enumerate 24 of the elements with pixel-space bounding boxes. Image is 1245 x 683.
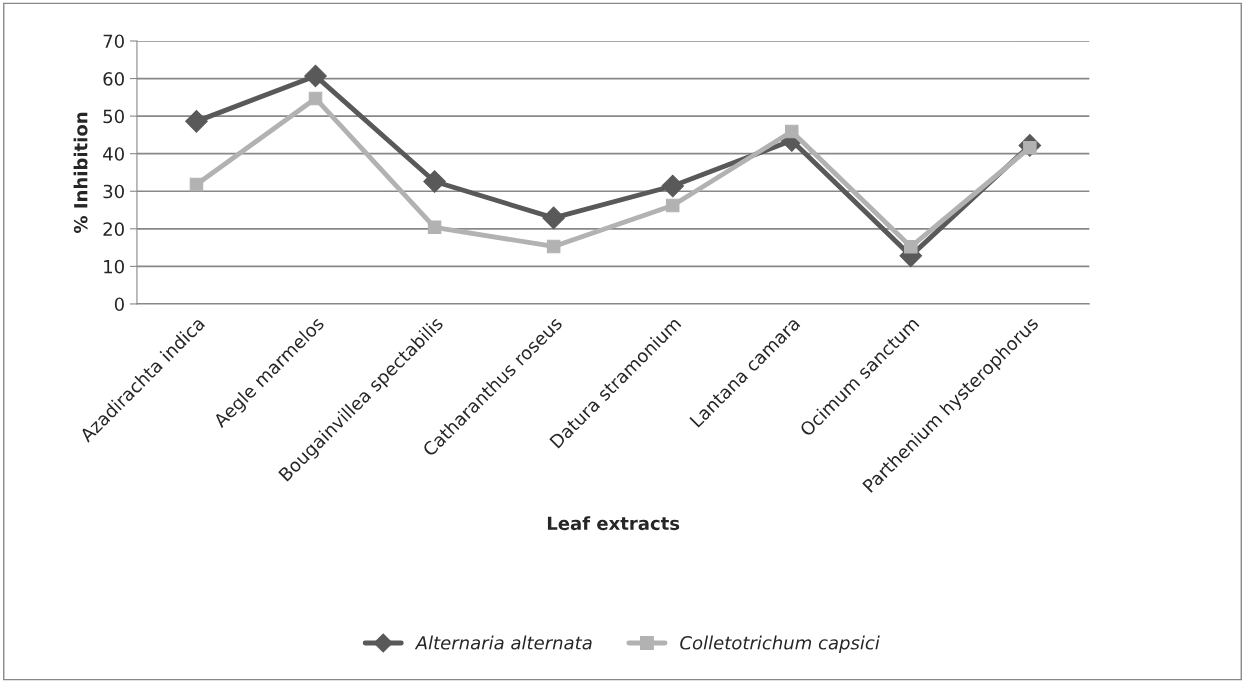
point — [189, 177, 204, 192]
legend-label: Alternaria alternata — [414, 635, 592, 650]
y-axis-title: % Inhibition — [73, 112, 88, 233]
point — [784, 124, 799, 139]
point — [423, 170, 446, 193]
point — [427, 220, 442, 235]
point — [185, 110, 208, 133]
y-tick-label: 50 — [103, 109, 124, 124]
y-tick-label: 10 — [104, 259, 124, 274]
point — [308, 91, 323, 106]
legend-label: Colletotrichum capsici — [680, 635, 880, 654]
y-tick-label: 60 — [103, 72, 124, 86]
y-tick-label: 70 — [103, 34, 124, 49]
point — [661, 174, 685, 198]
point — [304, 64, 327, 88]
point — [542, 206, 565, 230]
y-tick-label: 30 — [103, 184, 124, 199]
point — [904, 240, 918, 254]
y-tick-label: 40 — [103, 147, 124, 161]
x-axis-title: Leaf extracts — [547, 516, 680, 531]
y-tick-label: 20 — [103, 222, 124, 236]
point — [665, 198, 680, 213]
point — [546, 239, 561, 254]
y-tick-label: 0 — [114, 297, 124, 312]
